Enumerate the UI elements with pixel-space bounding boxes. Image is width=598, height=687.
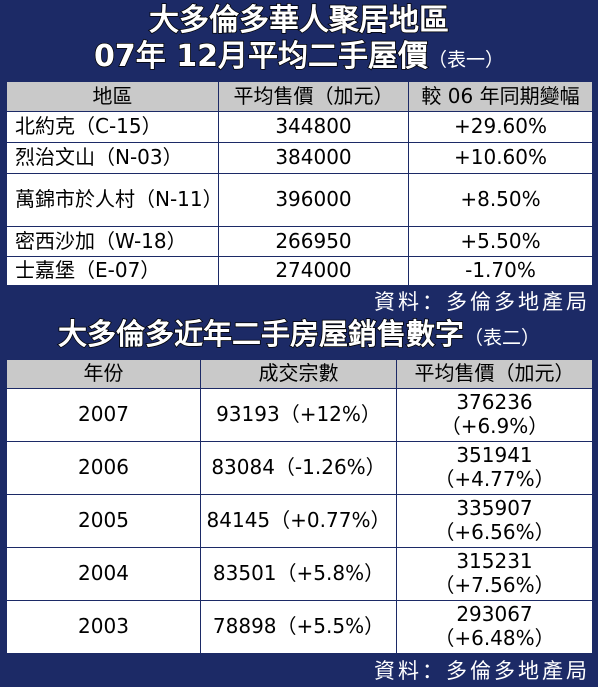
table1-header-area: 地區	[6, 81, 219, 112]
price-value: 351941	[456, 443, 533, 468]
area-cell: 密西沙加（W-18）	[6, 226, 219, 257]
price-value: 293067	[456, 602, 533, 627]
area-cell: 萬錦市於人村（N-11）	[6, 173, 223, 227]
table2: 年份 成交宗數 平均售價（加元） 2007 93193（+12%） 376236…	[6, 359, 593, 654]
table-row: 2005 84145（+0.77%） 335907 （+6.56%）	[6, 494, 593, 548]
price-change: （+6.56%）	[434, 520, 555, 544]
price-change: （+4.77%）	[434, 467, 555, 491]
price-cell: 384000	[218, 142, 409, 174]
area-cell: 烈治文山（N-03）	[6, 142, 219, 174]
price-cell: 344800	[218, 111, 409, 143]
year-cell: 2003	[6, 600, 201, 654]
table-row: 2007 93193（+12%） 376236 （+6.9%）	[6, 388, 593, 442]
table1-title-note: （表一）	[427, 49, 504, 71]
area-cell: 士嘉堡（E-07）	[6, 256, 219, 286]
price-cell: 351941 （+4.77%）	[396, 441, 593, 495]
change-cell: +5.50%	[408, 226, 593, 257]
table2-title: 大多倫多近年二手房屋銷售數字（表二）	[0, 317, 598, 351]
table1-header-change: 較 06 年同期變幅	[408, 81, 593, 112]
price-value: 376236	[456, 390, 533, 415]
table2-title-text: 大多倫多近年二手房屋銷售數字	[57, 317, 465, 351]
year-cell: 2006	[6, 441, 201, 495]
table2-source: 資料：多倫多地產局	[374, 659, 590, 683]
change-cell: +8.50%	[408, 173, 593, 227]
sales-cell: 84145（+0.77%）	[200, 494, 397, 548]
table1-header-price: 平均售價（加元）	[218, 81, 409, 112]
table-row: 2003 78898（+5.5%） 293067 （+6.48%）	[6, 600, 593, 654]
table1-header-row: 地區 平均售價（加元） 較 06 年同期變幅	[6, 81, 593, 112]
price-cell: 335907 （+6.56%）	[396, 494, 593, 548]
price-cell: 274000	[218, 256, 409, 286]
sales-cell: 78898（+5.5%）	[200, 600, 397, 654]
sales-cell: 93193（+12%）	[200, 388, 397, 442]
table-row: 密西沙加（W-18） 266950 +5.50%	[6, 226, 593, 257]
table2-header-year: 年份	[6, 359, 201, 389]
table2-title-note: （表二）	[464, 327, 541, 349]
table2-header-sales: 成交宗數	[200, 359, 397, 389]
year-cell: 2007	[6, 388, 201, 442]
price-cell: 315231 （+7.56%）	[396, 547, 593, 601]
table-row: 士嘉堡（E-07） 274000 -1.70%	[6, 256, 593, 286]
table2-header-row: 年份 成交宗數 平均售價（加元）	[6, 359, 593, 389]
price-value: 335907	[456, 496, 533, 521]
table1-title-text: 07年 12月平均二手屋價	[93, 39, 428, 74]
table-row: 2006 83084（-1.26%） 351941 （+4.77%）	[6, 441, 593, 495]
change-cell: -1.70%	[408, 256, 593, 286]
table-row: 萬錦市於人村（N-11） 396000 +8.50%	[6, 173, 593, 227]
sales-cell: 83501（+5.8%）	[200, 547, 397, 601]
table-row: 北約克（C-15） 344800 +29.60%	[6, 111, 593, 143]
year-cell: 2005	[6, 494, 201, 548]
table-row: 2004 83501（+5.8%） 315231 （+7.56%）	[6, 547, 593, 601]
price-change: （+6.48%）	[434, 626, 555, 650]
change-cell: +29.60%	[408, 111, 593, 143]
price-cell: 376236 （+6.9%）	[396, 388, 593, 442]
price-cell: 266950	[218, 226, 409, 257]
price-value: 315231	[456, 549, 533, 574]
table1-source: 資料：多倫多地產局	[374, 290, 590, 314]
year-cell: 2004	[6, 547, 201, 601]
table2-header-price: 平均售價（加元）	[396, 359, 593, 389]
area-cell: 北約克（C-15）	[6, 111, 219, 143]
price-change: （+6.9%）	[440, 414, 549, 438]
price-change: （+7.56%）	[434, 573, 555, 597]
table1-title-line1: 大多倫多華人聚居地區	[148, 3, 450, 38]
sales-cell: 83084（-1.26%）	[200, 441, 397, 495]
price-cell: 293067 （+6.48%）	[396, 600, 593, 654]
table1: 地區 平均售價（加元） 較 06 年同期變幅 北約克（C-15） 344800 …	[6, 81, 593, 286]
change-cell: +10.60%	[408, 142, 593, 174]
price-cell: 396000	[218, 173, 409, 227]
table1-title-line2: 07年 12月平均二手屋價（表一）	[0, 39, 598, 74]
table-row: 烈治文山（N-03） 384000 +10.60%	[6, 142, 593, 174]
